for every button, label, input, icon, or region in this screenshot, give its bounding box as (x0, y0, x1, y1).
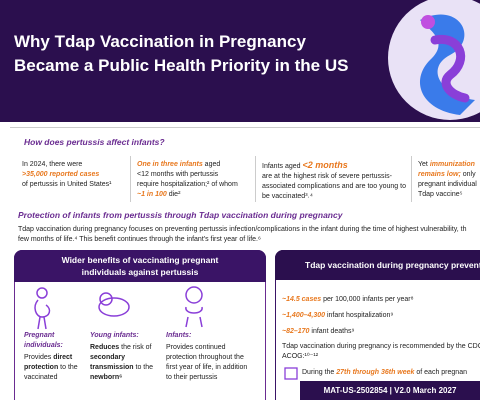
text: Wider benefits of vaccinating pregnant (61, 255, 219, 265)
title: Why Tdap Vaccination in Pregnancy Became … (14, 30, 348, 78)
text: ~82–170 (282, 328, 310, 335)
text: individuals against pertussis (81, 267, 199, 277)
text: secondary (90, 354, 126, 361)
text: Infants: (166, 332, 192, 339)
stat-column: One in three infants aged <12 months wit… (137, 160, 238, 200)
text: to the (58, 364, 78, 371)
prevented-heading: Tdap vaccination during pregnancy preven… (275, 250, 480, 280)
text: aged (202, 161, 221, 168)
text: infant deaths⁹ (309, 328, 355, 335)
text: Young infants: (90, 332, 139, 339)
text: individuals: (24, 342, 63, 349)
text: transmission (90, 364, 134, 371)
benefit-item: Pregnant individuals: Provides direct pro… (24, 331, 84, 383)
text: Reduces (90, 344, 120, 351)
text: ACOG:¹⁰⁻¹² (282, 353, 319, 360)
separator (255, 156, 256, 202)
text: Tdap vaccine⁵ (418, 191, 463, 198)
text: One in three infants (137, 161, 203, 168)
calendar-icon (284, 367, 298, 380)
text: <2 months (302, 160, 348, 170)
benefit-icons (34, 286, 203, 330)
stat-column: In 2024, there were >35,000 reported case… (22, 160, 112, 190)
text: 27th through 36th week (336, 369, 415, 376)
text: per 100,000 infants per year⁸ (321, 296, 414, 303)
text: die² (166, 191, 181, 198)
text: In 2024, there were (22, 161, 83, 168)
text: infant hospitalization⁹ (325, 312, 394, 319)
benefit-item: Young infants: Reduces the risk of secon… (90, 331, 153, 383)
text: of pertussis in United States¹ (22, 181, 112, 188)
text: ~14.5 cases (282, 296, 322, 303)
text: associated complications and are too you… (262, 183, 406, 190)
header-art (388, 0, 480, 120)
text: Provides (24, 354, 54, 361)
text: only (460, 171, 476, 178)
text: remains low; (418, 171, 461, 178)
text: of each pregnan (414, 369, 467, 376)
separator (411, 156, 412, 202)
text: Tdap vaccination during pregnancy is rec… (282, 343, 480, 350)
text: to the (133, 364, 154, 371)
prevented-list: ~14.5 cases per 100,000 infants per year… (282, 292, 414, 340)
text: are at the highest risk of severe pertus… (262, 173, 392, 180)
text: Tdap vaccination during pregnancy focuse… (18, 226, 467, 233)
stat-column: Yet immunization remains low; only pregn… (418, 160, 477, 200)
text: Yet (418, 161, 430, 168)
text: the risk of (119, 344, 152, 351)
text: vaccinated (24, 374, 58, 381)
footer: MAT-US-2502854 | V2.0 March 2027 (300, 381, 480, 400)
text: direct (53, 354, 73, 361)
text: require hospitalization;² of whom (137, 181, 238, 188)
text: protection throughout the (166, 354, 244, 361)
text: During the (302, 369, 337, 376)
text: Why Tdap Vaccination in Pregnancy (14, 32, 306, 51)
text: immunization (429, 161, 475, 168)
stat-column: Infants aged <2 months are at the highes… (262, 160, 406, 202)
paragraph: Tdap vaccination during pregnancy focuse… (18, 225, 467, 245)
text: pregnant individual (418, 181, 477, 188)
text: >35,000 reported cases (22, 171, 100, 178)
text: Became a Public Health Priority in the U… (14, 56, 349, 75)
text: protection (24, 364, 59, 371)
text: newborn⁶ (90, 374, 123, 381)
timing: During the 27th through 36th week of eac… (302, 368, 467, 378)
text: Infants aged (262, 163, 303, 170)
benefit-item: Infants: Provides continued protection t… (166, 331, 247, 383)
divider (10, 127, 480, 128)
recommendation: Tdap vaccination during pregnancy is rec… (282, 342, 480, 362)
section-heading: Protection of infants from pertussis thr… (18, 210, 343, 220)
text: ~1 in 100 (137, 191, 167, 198)
text: Pregnant (24, 332, 55, 339)
text: be vaccinated³˒⁴ (262, 193, 313, 200)
benefits-heading: Wider benefits of vaccinating pregnant in… (14, 250, 266, 282)
text: first year of life, in addition (166, 364, 248, 371)
text: ~1,400–4,300 (282, 312, 326, 319)
text: Provides continued (166, 344, 226, 351)
text: <12 months with pertussis (137, 171, 219, 178)
text: to their pertussis (166, 374, 218, 381)
text: few months of life.⁴ This benefit contin… (18, 236, 261, 243)
section-heading: How does pertussis affect infants? (24, 137, 165, 147)
separator (130, 156, 131, 202)
